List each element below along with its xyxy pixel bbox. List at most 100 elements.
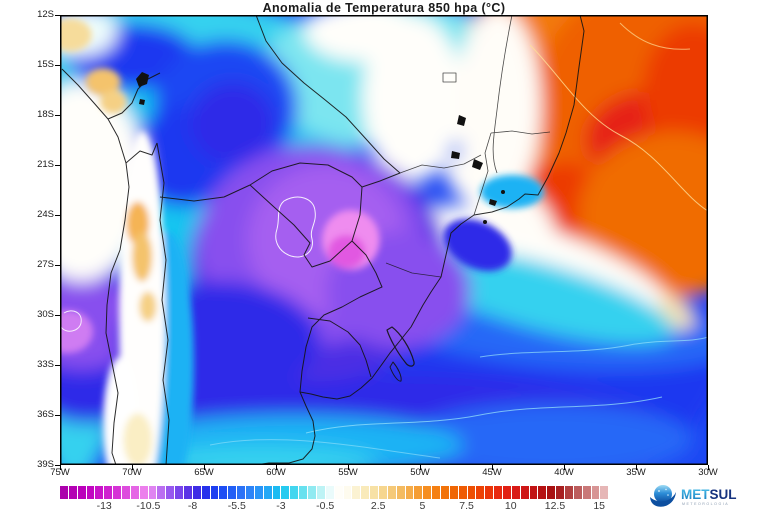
y-tick-mark [55, 15, 60, 17]
border-peru-bolivia [107, 72, 161, 120]
color-scale-cell [334, 486, 344, 499]
color-scale-label: 2.5 [370, 500, 386, 512]
contour-lines [60, 22, 708, 459]
contour-ocean-2 [479, 336, 708, 358]
color-scale-label: -13 [96, 500, 112, 512]
color-scale-label: -3 [276, 500, 286, 512]
x-tick-mark [132, 465, 134, 470]
color-scale-cell [122, 486, 131, 499]
contour-warm-2 [619, 22, 691, 50]
color-scale-cell [423, 486, 433, 499]
x-tick-label: 30W [698, 467, 718, 478]
color-scale-cell [564, 486, 574, 499]
color-scale-label: -10.5 [136, 500, 161, 512]
color-scale-cell [582, 486, 592, 499]
color-scale-label: -5.5 [227, 500, 246, 512]
color-scale-cell [449, 486, 459, 499]
color-scale-label: -0.5 [316, 500, 335, 512]
x-tick-label: 45W [482, 467, 502, 478]
contour-cold-core [275, 196, 316, 258]
color-scale-cell [476, 486, 486, 499]
color-scale-cell [405, 486, 415, 499]
color-scale-cell [556, 486, 565, 499]
contour-ocean-3 [209, 439, 441, 459]
x-tick-label: 55W [338, 467, 358, 478]
color-scale-cell [272, 486, 282, 499]
x-tick-mark [276, 465, 278, 470]
color-scale-cell [254, 486, 264, 499]
color-scale-cell [591, 486, 601, 499]
plot-frame [60, 15, 708, 465]
color-scale-cell [361, 486, 371, 499]
x-tick-label: 60W [266, 467, 286, 478]
color-scale-cell [414, 486, 424, 499]
lagoa-dos-patos [386, 326, 415, 367]
color-scale-cell [104, 486, 114, 499]
y-tick-mark [55, 65, 60, 67]
color-scale-cell [77, 486, 87, 499]
color-scale-cell [130, 486, 140, 499]
coastline-pacific [61, 68, 130, 465]
y-tick-label: 24S [37, 209, 54, 220]
color-scale-cell [538, 486, 548, 499]
y-tick-label: 27S [37, 259, 54, 270]
y-tick-mark [55, 265, 60, 267]
y-tick-label: 21S [37, 159, 54, 170]
x-tick-mark [420, 465, 422, 470]
color-scale-cell [184, 486, 193, 499]
x-tick-label: 70W [122, 467, 142, 478]
color-scale-cell [192, 486, 202, 499]
x-tick-mark [636, 465, 638, 470]
color-scale-cell [432, 486, 441, 499]
color-scale-cell [175, 486, 185, 499]
color-scale-cell [600, 486, 609, 499]
country-borders [61, 15, 585, 465]
lakes [136, 72, 505, 224]
color-scale-cell [520, 486, 530, 499]
y-tick-label: 15S [37, 59, 54, 70]
y-tick-mark [55, 315, 60, 317]
color-scale [60, 486, 609, 499]
contour-ocean-1 [305, 396, 663, 434]
y-tick-mark [55, 115, 60, 117]
logo-subtitle: METEOROLOGIA [682, 502, 729, 506]
metsul-logo: METSUL METEOROLOGIA [648, 482, 762, 509]
color-scale-cell [396, 486, 406, 499]
color-scale-label: 12.5 [544, 500, 566, 512]
border-bolivia-chile [125, 142, 158, 164]
x-tick-mark [492, 465, 494, 470]
anomaly-field-details [60, 18, 544, 465]
color-scale-cell [237, 486, 247, 499]
x-tick-mark [708, 465, 710, 470]
x-tick-label: 75W [50, 467, 70, 478]
border-chile-argentina [156, 142, 170, 465]
color-scale-cell [139, 486, 149, 499]
color-scale-cell [68, 486, 78, 499]
color-scale-cell [60, 486, 69, 499]
color-scale-label: -8 [187, 500, 198, 512]
contour-west-core [60, 310, 82, 332]
color-scale-cell [86, 486, 96, 499]
y-tick-label: 18S [37, 109, 54, 120]
color-scale-label: 7.5 [459, 500, 474, 512]
color-scale-cell [378, 486, 388, 499]
color-scale-cell [502, 486, 512, 499]
color-scale-labels: -13 -10.5 -8 -5.5 -3 -0.5 2.5 5 7.5 10 12.5 15 [60, 500, 608, 512]
y-tick-mark [55, 415, 60, 417]
color-scale-cell [494, 486, 503, 499]
color-scale-cell [343, 486, 353, 499]
globe-icon [650, 485, 676, 507]
color-scale-cell [316, 486, 326, 499]
y-tick-label: 30S [37, 309, 54, 320]
color-scale-cell [467, 486, 477, 499]
contour-warm-1 [529, 44, 708, 212]
chart-title: Anomalia de Temperatura 850 hpa (°C) [262, 1, 506, 15]
x-tick-mark [564, 465, 566, 470]
x-tick-label: 35W [626, 467, 646, 478]
color-scale-cell [157, 486, 167, 499]
color-scale-cell [95, 486, 105, 499]
logo-text-met: MET [681, 487, 710, 502]
y-tick-mark [55, 165, 60, 167]
y-tick-mark [55, 215, 60, 217]
border-uruguay-brazil [307, 317, 372, 378]
